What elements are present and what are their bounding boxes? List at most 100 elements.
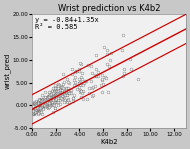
Point bbox=[57, 97, 60, 100]
Point bbox=[49, 101, 52, 103]
Point bbox=[47, 102, 50, 104]
Point bbox=[79, 81, 82, 84]
Point bbox=[46, 98, 49, 101]
Point bbox=[100, 83, 103, 86]
Point bbox=[44, 100, 47, 102]
Point bbox=[57, 94, 60, 96]
Point bbox=[38, 105, 41, 107]
Point bbox=[68, 101, 71, 103]
Point bbox=[31, 109, 34, 111]
Point bbox=[35, 106, 38, 108]
Point bbox=[39, 104, 42, 106]
Point bbox=[36, 107, 39, 109]
Point bbox=[37, 105, 40, 108]
Point bbox=[38, 107, 41, 109]
Point bbox=[40, 101, 43, 103]
Point bbox=[69, 92, 72, 94]
Point bbox=[72, 97, 75, 100]
Point bbox=[75, 70, 78, 72]
Point bbox=[33, 104, 36, 106]
Point bbox=[37, 105, 40, 108]
Point bbox=[100, 79, 103, 81]
Point bbox=[51, 90, 54, 92]
Point bbox=[41, 108, 44, 110]
Point bbox=[78, 62, 81, 64]
Point bbox=[35, 110, 38, 112]
Point bbox=[33, 106, 36, 109]
Point bbox=[33, 105, 36, 108]
Point bbox=[66, 90, 69, 92]
Point bbox=[40, 101, 44, 104]
Point bbox=[31, 109, 34, 111]
Point bbox=[46, 102, 49, 104]
Point bbox=[53, 101, 56, 103]
Point bbox=[33, 107, 36, 110]
Point bbox=[31, 106, 34, 109]
Point bbox=[66, 81, 70, 84]
Point bbox=[35, 108, 38, 110]
Point bbox=[40, 103, 43, 105]
Point bbox=[38, 105, 41, 107]
Point bbox=[47, 101, 50, 103]
Point bbox=[41, 107, 44, 109]
Point bbox=[36, 108, 39, 111]
Point bbox=[32, 103, 36, 106]
Point bbox=[38, 107, 41, 109]
Point bbox=[87, 92, 90, 94]
Point bbox=[38, 108, 41, 110]
Point bbox=[35, 110, 38, 112]
Point bbox=[33, 109, 36, 112]
Point bbox=[58, 98, 61, 101]
Point bbox=[41, 102, 44, 104]
Point bbox=[52, 90, 55, 92]
Point bbox=[64, 90, 67, 92]
Point bbox=[39, 104, 42, 106]
Point bbox=[40, 104, 44, 106]
Point bbox=[43, 105, 46, 107]
Point bbox=[34, 109, 37, 111]
Point bbox=[31, 110, 34, 112]
Point bbox=[52, 92, 55, 94]
Point bbox=[45, 103, 48, 105]
Point bbox=[57, 83, 60, 85]
Point bbox=[34, 109, 37, 111]
Point bbox=[47, 103, 50, 105]
Point bbox=[53, 99, 56, 101]
Point bbox=[105, 49, 108, 52]
Point bbox=[91, 71, 94, 74]
Point bbox=[37, 108, 40, 110]
Point bbox=[122, 33, 125, 36]
Point bbox=[35, 108, 38, 111]
Point bbox=[33, 112, 36, 115]
Point bbox=[31, 107, 34, 110]
Point bbox=[49, 100, 52, 103]
Point bbox=[44, 103, 47, 105]
Point bbox=[34, 104, 37, 106]
Point bbox=[44, 103, 47, 105]
Title: Wrist prediction vs K4b2: Wrist prediction vs K4b2 bbox=[58, 4, 160, 13]
Point bbox=[41, 103, 44, 105]
Point bbox=[40, 107, 43, 109]
Point bbox=[38, 105, 41, 108]
Point bbox=[49, 98, 52, 101]
Point bbox=[38, 104, 41, 106]
Point bbox=[45, 98, 48, 100]
Point bbox=[33, 111, 36, 113]
Point bbox=[39, 112, 42, 114]
Point bbox=[36, 105, 39, 107]
Point bbox=[40, 94, 43, 96]
Point bbox=[46, 101, 49, 103]
Point bbox=[32, 101, 35, 104]
Point bbox=[101, 78, 104, 80]
Point bbox=[31, 104, 34, 106]
Point bbox=[56, 91, 59, 94]
Point bbox=[52, 94, 55, 97]
Point bbox=[39, 103, 42, 106]
Point bbox=[34, 106, 37, 108]
Point bbox=[38, 103, 41, 106]
Text: y = -0.84+1.35x
R² = 0.585: y = -0.84+1.35x R² = 0.585 bbox=[35, 17, 99, 30]
Point bbox=[31, 106, 34, 109]
Point bbox=[38, 104, 41, 106]
Point bbox=[40, 100, 44, 102]
Point bbox=[36, 108, 39, 110]
